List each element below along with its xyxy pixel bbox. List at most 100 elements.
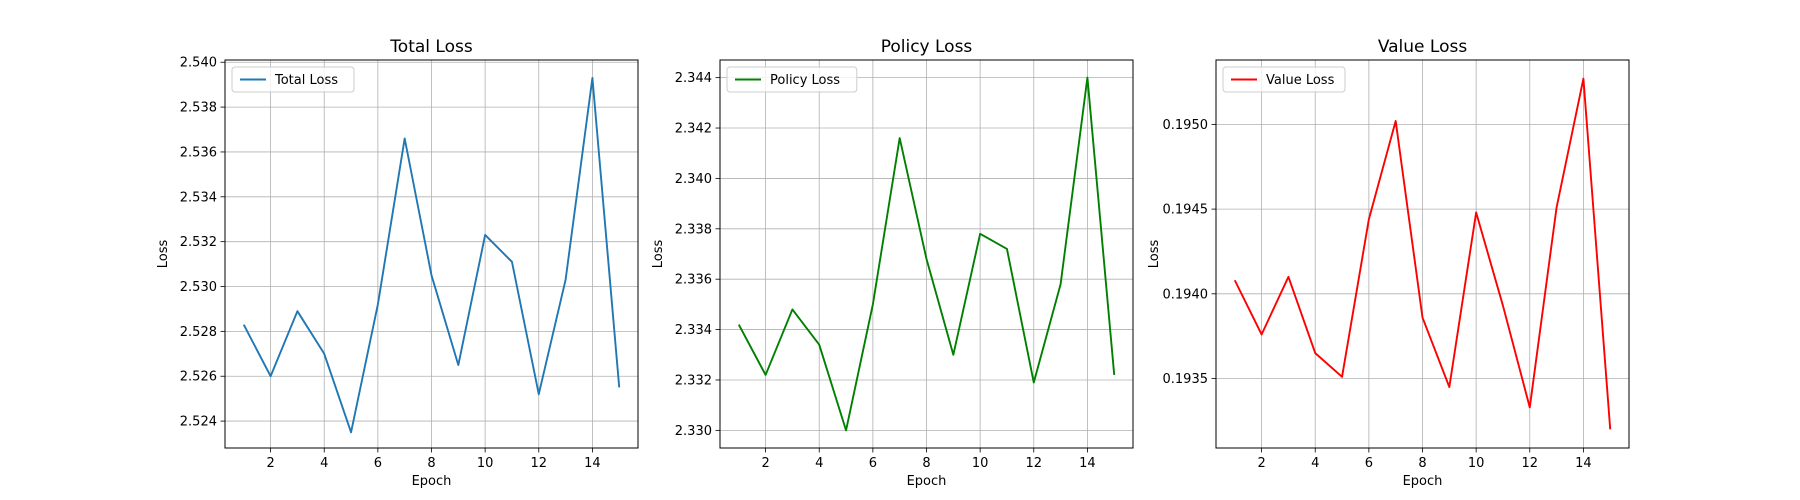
series-line [242, 76, 621, 434]
data-point [1475, 211, 1478, 214]
panel-title: Value Loss [1378, 37, 1468, 57]
y-axis-label: Loss [156, 240, 171, 269]
x-tick-label: 12 [1025, 456, 1042, 471]
x-tick-label: 10 [1468, 456, 1485, 471]
y-tick-label: 2.534 [180, 190, 217, 205]
data-point [323, 352, 326, 355]
data-point [350, 431, 353, 434]
x-axis-label: Epoch [1403, 474, 1443, 489]
data-point [925, 258, 928, 261]
y-axis-label: Loss [1147, 240, 1162, 269]
data-point [1032, 381, 1035, 384]
y-tick-label: 2.330 [675, 424, 712, 439]
data-point [537, 393, 540, 396]
data-point [618, 386, 621, 389]
x-tick-label: 4 [815, 456, 823, 471]
legend-label: Value Loss [1266, 73, 1335, 88]
data-point [1260, 333, 1263, 336]
panel-title: Policy Loss [881, 37, 973, 57]
y-tick-label: 2.538 [180, 101, 217, 116]
y-tick-label: 0.1940 [1163, 287, 1209, 302]
series-line [737, 76, 1116, 432]
data-point [430, 274, 433, 277]
y-tick-label: 0.1950 [1163, 118, 1209, 133]
subplot-total-loss: 2 4 6 8 10 12 14 2.524 2.526 2.528 2.530 2.532 2.534… [156, 37, 639, 489]
data-point [1113, 373, 1116, 376]
axes-frame [224, 59, 639, 449]
x-tick-label: 6 [374, 456, 382, 471]
axes-frame [719, 59, 1134, 449]
data-point [737, 323, 740, 326]
data-point [564, 278, 567, 281]
x-tick-label: 14 [1079, 456, 1096, 471]
y-axis-label: Loss [651, 240, 666, 269]
data-point [1314, 352, 1317, 355]
series-line [1233, 77, 1612, 430]
x-tick-label: 2 [266, 456, 274, 471]
data-point [1287, 275, 1290, 278]
data-point [510, 260, 513, 263]
data-point [845, 429, 848, 432]
y-tick-label: 2.338 [675, 222, 712, 237]
x-tick-label: 14 [584, 456, 601, 471]
data-point [1501, 304, 1504, 307]
x-tick-label: 6 [1365, 456, 1373, 471]
data-point [403, 137, 406, 140]
data-point [1421, 316, 1424, 319]
y-tick-label: 0.1935 [1163, 372, 1209, 387]
y-tick-label: 2.332 [675, 373, 712, 388]
grid [720, 60, 1133, 448]
data-point [269, 375, 272, 378]
y-tick-label: 2.528 [180, 325, 217, 340]
x-axis-label: Epoch [907, 474, 947, 489]
data-point [1086, 76, 1089, 79]
data-point [1233, 279, 1236, 282]
data-point [1555, 206, 1558, 209]
data-point [457, 364, 460, 367]
data-point [591, 76, 594, 79]
grid [225, 60, 638, 448]
data-point [1367, 218, 1370, 221]
data-point [1609, 428, 1612, 431]
legend-label: Total Loss [274, 73, 338, 88]
data-point [1059, 283, 1062, 286]
data-point [376, 303, 379, 306]
y-tick-label: 2.342 [675, 122, 712, 137]
data-point [1528, 406, 1531, 409]
x-tick-label: 4 [1311, 456, 1319, 471]
x-tick-label: 14 [1575, 456, 1592, 471]
x-tick-label: 2 [1257, 456, 1265, 471]
axes-frame [1215, 59, 1630, 449]
x-tick-label: 6 [869, 456, 877, 471]
data-point [818, 343, 821, 346]
data-point [764, 373, 767, 376]
y-tick-label: 2.540 [180, 56, 217, 71]
y-tick-label: 2.340 [675, 172, 712, 187]
data-point [1005, 247, 1008, 250]
data-point [1582, 77, 1585, 80]
data-point [242, 323, 245, 326]
y-tick-label: 2.530 [180, 280, 217, 295]
x-tick-label: 10 [972, 456, 989, 471]
y-tick-label: 2.344 [675, 71, 712, 86]
x-tick-label: 12 [530, 456, 547, 471]
y-tick-label: 2.536 [180, 145, 217, 160]
y-tick-label: 2.336 [675, 273, 712, 288]
subplot-value-loss: 2 4 6 8 10 12 14 0.1935 0.1940 0.1945 0.1950 Value … [1147, 37, 1630, 489]
legend-box [1222, 66, 1346, 93]
y-tick-label: 2.524 [180, 415, 217, 430]
x-axis-label: Epoch [412, 474, 452, 489]
legend-label: Policy Loss [770, 73, 840, 88]
data-point [898, 137, 901, 140]
x-tick-label: 8 [427, 456, 435, 471]
x-tick-label: 10 [477, 456, 494, 471]
y-tick-label: 0.1945 [1163, 203, 1209, 218]
data-point [979, 232, 982, 235]
x-tick-label: 2 [761, 456, 769, 471]
x-tick-label: 4 [320, 456, 328, 471]
data-point [871, 303, 874, 306]
data-point [1394, 119, 1397, 122]
data-point [296, 310, 299, 313]
grid [1216, 60, 1629, 448]
